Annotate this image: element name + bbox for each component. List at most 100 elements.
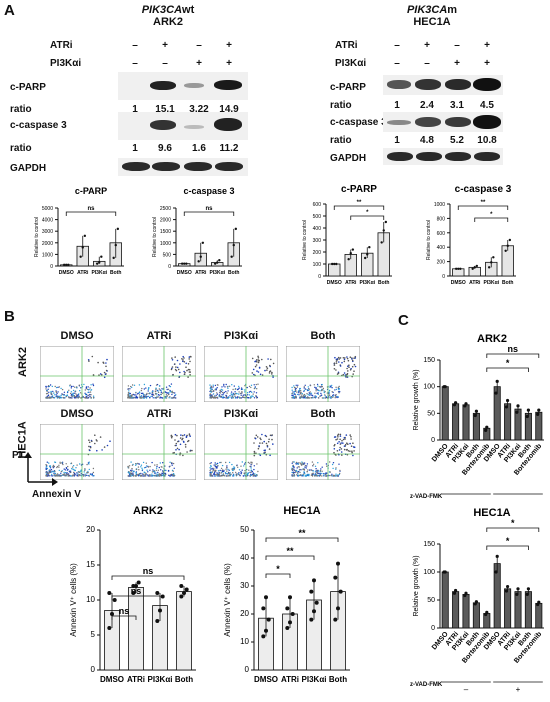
- y-tick-label: 800: [437, 216, 446, 222]
- data-point: [347, 258, 350, 261]
- chart-title: HEC1A: [473, 507, 510, 519]
- chart-title: HEC1A: [283, 505, 320, 517]
- bar: [493, 386, 501, 441]
- right-atri-sign: +: [424, 40, 430, 51]
- data-point: [179, 594, 184, 599]
- left-atri-sign: +: [162, 40, 168, 51]
- data-point: [179, 584, 184, 588]
- group-sign: +: [516, 685, 521, 694]
- left-casp-ratio: 9.6: [158, 143, 172, 154]
- data-point: [336, 606, 340, 611]
- data-point: [230, 255, 233, 258]
- left-parp-ratio: 1: [132, 104, 138, 115]
- data-point: [312, 609, 316, 614]
- bar: [176, 591, 192, 671]
- right-casp-ratio: 1: [394, 135, 400, 146]
- y-axis-label: Relative to control: [302, 220, 308, 260]
- y-tick-label: 1000: [42, 252, 53, 258]
- sig-label: **: [298, 528, 306, 538]
- right-gapdh-blot: [383, 148, 503, 165]
- facs-title: DMSO: [60, 330, 94, 342]
- data-point: [495, 554, 499, 558]
- y-tick-label: 100: [313, 262, 322, 268]
- data-point: [487, 266, 491, 269]
- y-tick-label: 400: [437, 245, 446, 251]
- x-tick-label: Both: [175, 675, 193, 684]
- left-pi3k-sign: –: [132, 58, 138, 69]
- chart-a-hec1a-casp: c-caspase 3 0 200 400 600 800 1000 Relative to …: [426, 184, 516, 286]
- x-tick-label: DMSO: [59, 270, 74, 276]
- data-point: [459, 267, 462, 270]
- sig-label: **: [481, 200, 486, 206]
- y-tick-label: 40: [240, 553, 249, 562]
- y-axis-label: Annexin V⁺ cells (%): [223, 563, 232, 637]
- data-point: [264, 595, 268, 600]
- data-point: [366, 253, 369, 256]
- data-point: [112, 598, 117, 602]
- data-point: [81, 246, 84, 249]
- group-sign: –: [464, 685, 469, 694]
- right-label-atri: ATRi: [335, 40, 358, 51]
- data-point: [184, 587, 189, 592]
- data-point: [155, 591, 160, 595]
- y-tick-label: 1500: [160, 229, 171, 235]
- facs-axis-annexin: Annexin V: [32, 489, 81, 500]
- y-tick-label: 600: [437, 231, 446, 237]
- data-point: [516, 404, 520, 408]
- y-tick-label: 100: [423, 569, 435, 576]
- data-point: [495, 379, 499, 383]
- data-point: [525, 414, 529, 419]
- left-row-gapdh: GAPDH: [10, 163, 47, 174]
- data-point: [338, 589, 343, 594]
- data-point: [537, 600, 541, 604]
- data-point: [158, 608, 162, 613]
- x-tick-label: PI3Kαi: [148, 675, 173, 684]
- data-point: [180, 262, 184, 265]
- facs-plot: [40, 346, 114, 402]
- bar: [452, 591, 460, 629]
- data-point: [110, 612, 114, 616]
- y-tick-label: 10: [86, 595, 95, 604]
- y-tick-label: 1000: [160, 241, 171, 247]
- right-ccasp3-blot: [383, 112, 503, 132]
- data-point: [382, 229, 385, 232]
- x-tick-label: DMSO: [254, 675, 278, 684]
- sig-label: *: [506, 358, 510, 368]
- x-tick-label: Both: [110, 270, 121, 276]
- chart-b-ark2-annexin: ARK2 0 5 10 15 20 Annexin V⁺ cells (%) DMSO ATRi…: [69, 505, 196, 684]
- data-point: [515, 410, 519, 414]
- data-point: [494, 570, 498, 574]
- data-point: [160, 594, 165, 599]
- data-point: [454, 588, 458, 593]
- left-ccasp3-blot: [118, 112, 248, 140]
- data-point: [216, 261, 219, 264]
- y-tick-label: 20: [240, 609, 249, 618]
- y-tick-label: 4000: [42, 218, 53, 224]
- data-point: [336, 561, 340, 566]
- data-point: [65, 263, 68, 267]
- data-point: [490, 261, 493, 264]
- right-pi3k-sign: –: [424, 58, 430, 69]
- data-point: [504, 249, 507, 252]
- x-tick-label: DMSO: [327, 280, 342, 286]
- facs-plot: [122, 424, 196, 480]
- y-tick-label: 5000: [42, 206, 53, 212]
- bar: [514, 591, 522, 629]
- right-label-pi3k: PI3Kαi: [335, 58, 367, 69]
- data-point: [261, 606, 266, 611]
- sig-label: ns: [508, 344, 519, 354]
- sig-bracket: [333, 205, 385, 210]
- y-tick-label: 50: [240, 525, 249, 534]
- y-tick-label: 10: [240, 637, 249, 646]
- data-point: [131, 591, 136, 595]
- data-point: [136, 580, 141, 585]
- y-axis-label: Relative to control: [152, 217, 158, 257]
- y-tick-label: 50: [427, 410, 435, 417]
- data-point: [515, 592, 519, 596]
- left-casp-ratio: 11.2: [219, 143, 239, 154]
- data-point: [454, 401, 458, 405]
- y-axis-label: Relative growth (%): [413, 369, 420, 430]
- chart-title: c-caspase 3: [183, 186, 234, 196]
